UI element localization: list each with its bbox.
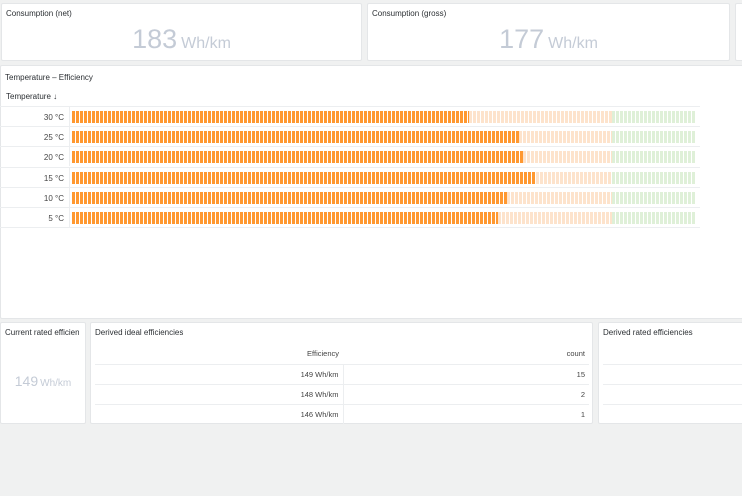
bar-fill <box>72 171 537 184</box>
panel-title: Consumption (net) <box>6 9 72 18</box>
bar-gauge-row: 20 °C <box>0 146 700 167</box>
temperature-label: 20 °C <box>43 153 64 163</box>
column-header-count[interactable]: count <box>343 344 589 365</box>
bar-gauge-row: 25 °C <box>0 126 700 147</box>
stat-value: 149 Wh/km <box>1 373 85 389</box>
temperature-label: 5 °C <box>48 214 64 223</box>
bar-unfilled <box>536 171 613 184</box>
cell: 148 Wh/km <box>95 384 344 405</box>
bar-threshold-zone <box>612 131 695 144</box>
bar-threshold-zone <box>612 191 695 204</box>
header-label: Temperature <box>6 92 51 101</box>
cell: 1 <box>580 409 585 419</box>
efficiency-bar <box>72 111 695 123</box>
bar-threshold-zone <box>612 111 695 123</box>
bar-gauge-row: 5 °C <box>0 207 700 227</box>
bar-unfilled <box>506 191 613 204</box>
consumption-net-panel: Consumption (net) 183 Wh/km <box>1 3 362 61</box>
efficiency-bar <box>72 191 695 204</box>
bar-unfilled <box>523 151 613 164</box>
table-row: 148 Wh/km 2 <box>95 384 589 405</box>
bar-unfilled <box>468 111 613 123</box>
temperature-label: 30 °C <box>43 113 64 122</box>
panel-title: Temperature – Efficiency <box>5 73 93 82</box>
cell: 146 Wh/km <box>95 404 344 424</box>
bar-gauge-row: 10 °C <box>0 186 700 207</box>
value: 177 <box>499 24 545 54</box>
derived-ideal-efficiencies-panel: Derived ideal efficiencies Efficiency cou… <box>90 322 593 424</box>
stat-value: 177 Wh/km <box>368 24 729 55</box>
bar-fill <box>72 212 499 224</box>
unit: Wh/km <box>40 378 72 389</box>
bar-gauge-row: 30 °C <box>0 106 700 126</box>
bar-fill <box>72 191 507 204</box>
stat-value: 183 Wh/km <box>2 24 361 55</box>
panel-title: Derived rated efficiencies <box>603 328 693 337</box>
cell: 2 <box>343 384 589 405</box>
efficiency-bar <box>72 131 695 144</box>
cell: 15 <box>343 364 589 385</box>
bar-gauge-row: 15 °C <box>0 166 700 187</box>
efficiency-bar <box>72 212 695 224</box>
derived-rated-efficiencies-panel: Derived rated efficiencies <box>598 322 742 424</box>
efficiency-bar <box>72 171 695 184</box>
efficiency-bar <box>72 151 695 164</box>
panel-title: Consumption (gross) <box>372 9 447 18</box>
panel-title: Derived ideal efficiencies <box>95 328 184 337</box>
cell: 149 Wh/km <box>95 364 344 385</box>
bar-threshold-zone <box>612 151 695 164</box>
bar-fill <box>72 131 520 144</box>
value: 183 <box>132 24 178 54</box>
bar-unfilled <box>498 212 613 224</box>
arrow-down-icon: ↓ <box>53 92 58 101</box>
table-row: 149 Wh/km 15 <box>95 364 589 385</box>
consumption-gross-panel: Consumption (gross) 177 Wh/km <box>367 3 730 61</box>
value: 149 <box>14 373 39 389</box>
temperature-column-header[interactable]: Temperature ↓ <box>6 92 57 101</box>
bar-fill <box>72 111 469 123</box>
bar-fill <box>72 151 524 164</box>
table-row: 146 Wh/km 1 <box>95 404 589 424</box>
temperature-label: 15 °C <box>43 173 64 183</box>
column-header-efficiency[interactable]: Efficiency <box>95 344 343 365</box>
partial-panel <box>735 3 742 61</box>
temperature-label: 10 °C <box>43 193 64 203</box>
panel-title: Current rated efficiency <box>5 328 79 337</box>
temperature-label: 25 °C <box>43 133 64 143</box>
unit: Wh/km <box>181 35 231 52</box>
bar-unfilled <box>519 131 613 144</box>
efficiency-table: Efficiency count 149 Wh/km 15 148 Wh/km 2 1… <box>95 344 589 424</box>
bar-threshold-zone <box>612 212 695 224</box>
unit: Wh/km <box>548 35 598 52</box>
bar-threshold-zone <box>612 171 695 184</box>
